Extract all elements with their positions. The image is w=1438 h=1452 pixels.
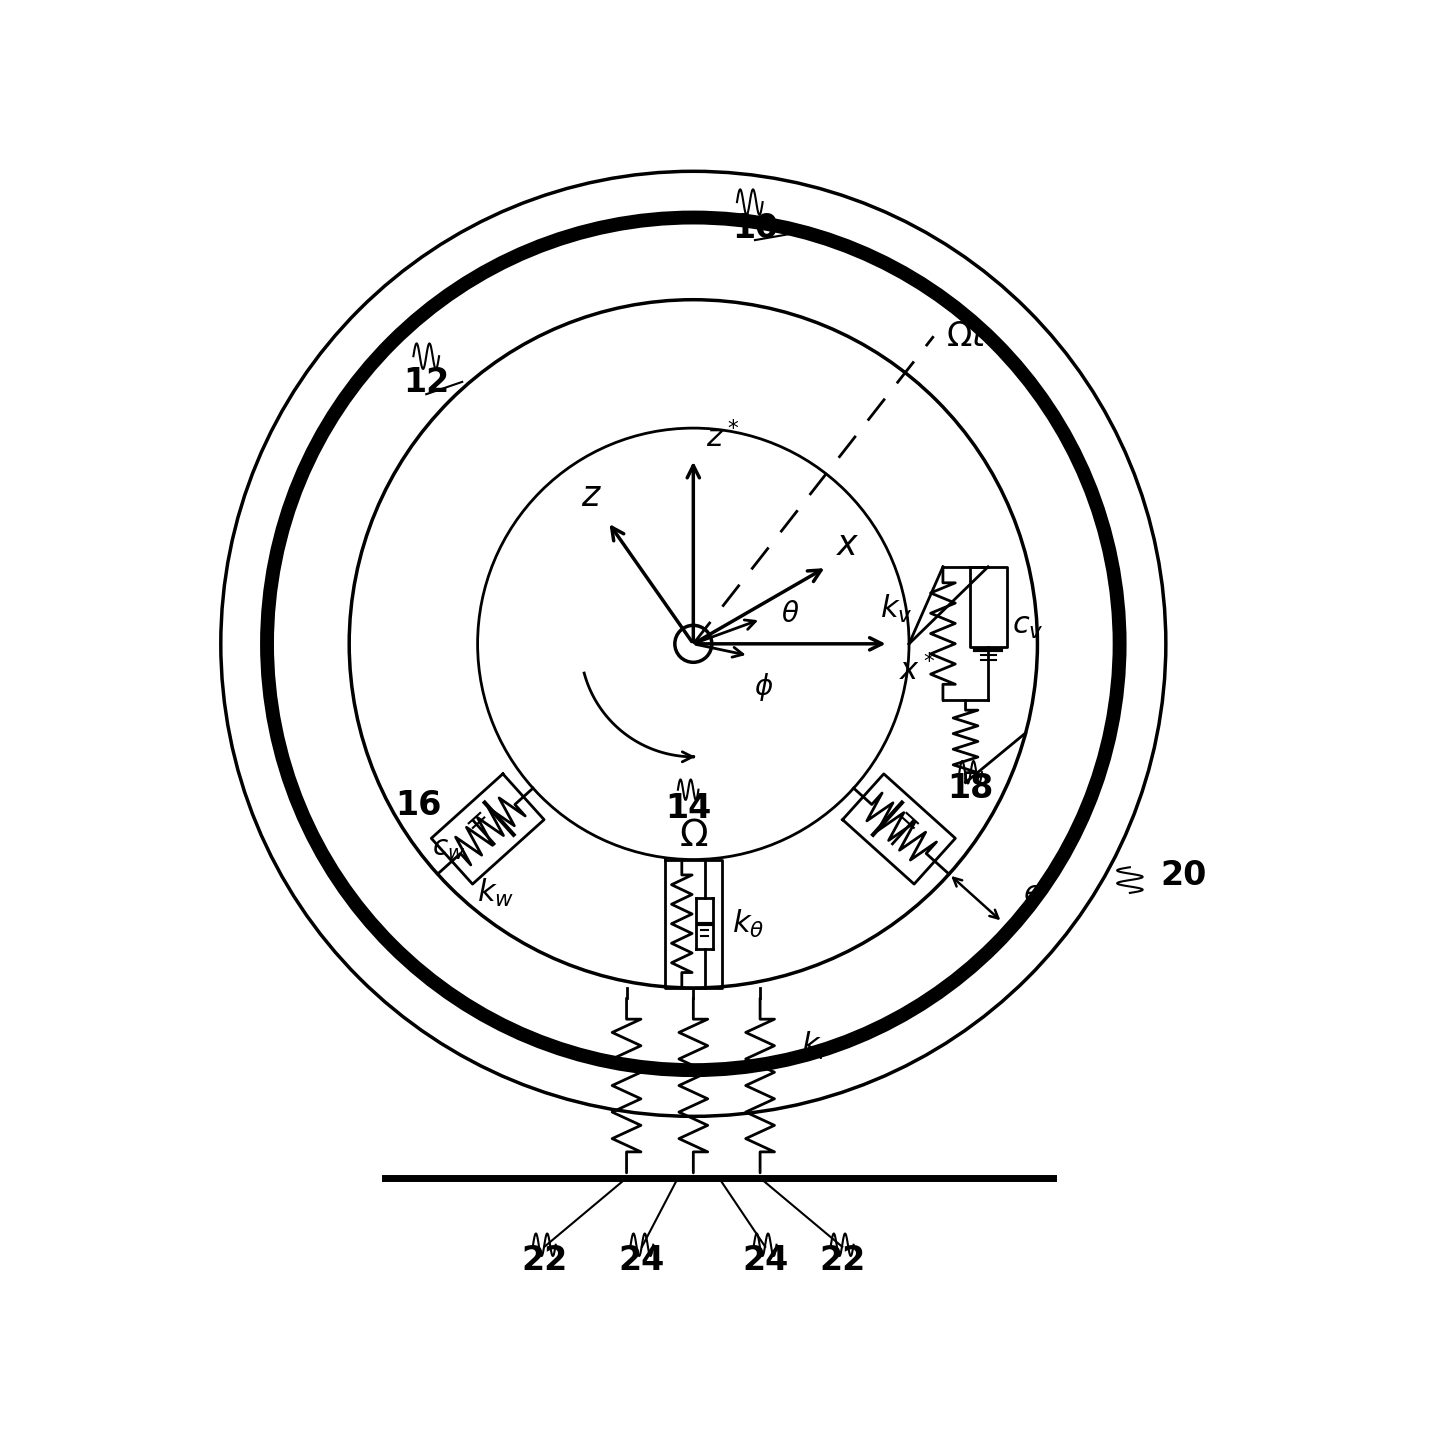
Text: $\phi$: $\phi$ [754, 671, 774, 703]
Text: 20: 20 [1160, 860, 1206, 892]
Text: 12: 12 [403, 366, 449, 399]
Text: 18: 18 [948, 772, 994, 804]
Text: $e$: $e$ [1022, 878, 1043, 908]
Text: $\Omega$: $\Omega$ [679, 819, 707, 854]
Text: $\theta$: $\theta$ [781, 600, 800, 627]
Text: $k_r$: $k_r$ [801, 1029, 831, 1061]
Text: $z$: $z$ [581, 479, 603, 514]
Text: $k_v$: $k_v$ [880, 592, 912, 626]
Text: 24: 24 [618, 1244, 666, 1278]
Text: $x$: $x$ [835, 527, 860, 562]
Text: $k_w$: $k_w$ [477, 877, 515, 909]
Text: 24: 24 [742, 1244, 788, 1278]
Text: $z^*$: $z^*$ [706, 421, 739, 454]
Text: 16: 16 [395, 790, 441, 822]
Text: 22: 22 [521, 1244, 568, 1278]
Text: $k_\theta$: $k_\theta$ [732, 908, 765, 939]
Text: $c_v$: $c_v$ [1012, 611, 1044, 640]
Text: $c_w$: $c_w$ [431, 833, 464, 862]
Text: 10: 10 [732, 212, 778, 245]
Text: $x^*$: $x^*$ [899, 653, 935, 687]
Text: 22: 22 [820, 1244, 866, 1278]
Text: $\Omega t$: $\Omega t$ [946, 319, 988, 353]
Text: 14: 14 [664, 793, 712, 825]
